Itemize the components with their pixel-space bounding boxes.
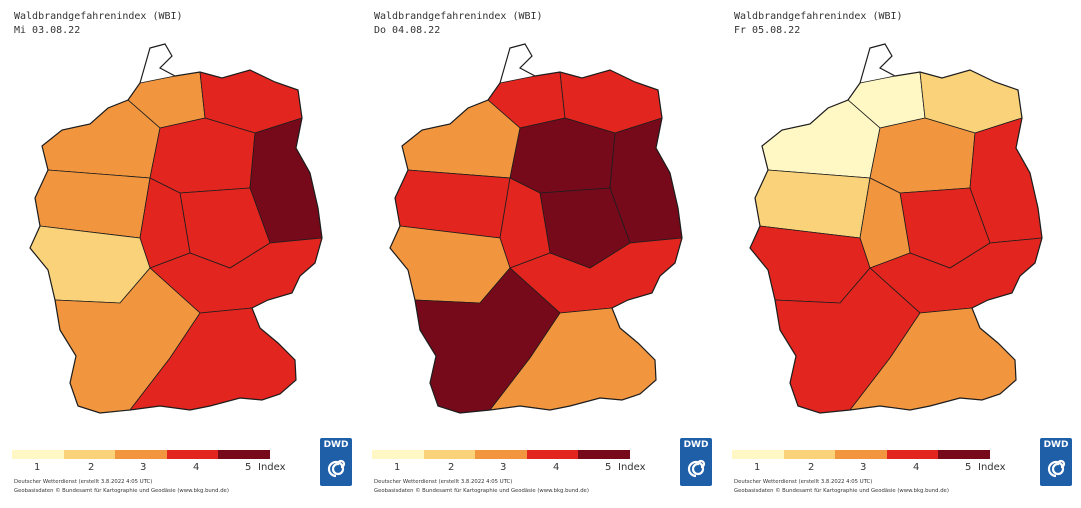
dwd-logo: DWD [680, 438, 712, 486]
legend-unit: Index [258, 462, 286, 473]
legend-swatch-3 [115, 450, 167, 459]
legend-swatch-5 [938, 450, 990, 459]
legend-tick-2: 2 [808, 462, 815, 473]
legend-color-bar [12, 450, 270, 459]
credits: Deutscher Wetterdienst (erstellt 3.8.202… [374, 478, 589, 496]
legend-swatch-4 [166, 450, 219, 459]
credit-line-1: Deutscher Wetterdienst (erstellt 3.8.202… [734, 479, 873, 485]
legend-swatch-4 [526, 450, 579, 459]
legend-swatch-1 [12, 450, 64, 459]
dwd-logo-text: DWD [683, 440, 709, 450]
color-legend: 1 2 3 4 5 Index [372, 450, 647, 480]
country-outline [29, 43, 323, 414]
credit-line-1: Deutscher Wetterdienst (erstellt 3.8.202… [374, 479, 513, 485]
panel-date: Do 04.08.22 [374, 25, 441, 36]
panel-date: Mi 03.08.22 [14, 25, 81, 36]
legend-swatch-3 [835, 450, 887, 459]
legend-tick-2: 2 [88, 462, 95, 473]
legend-swatch-2 [783, 450, 836, 459]
legend-swatch-5 [218, 450, 270, 459]
legend-ticks: 1 2 3 4 5 Index [12, 462, 287, 474]
map-region [869, 117, 976, 194]
legend-color-bar [372, 450, 630, 459]
legend-tick-3: 3 [140, 462, 147, 473]
legend-tick-3: 3 [500, 462, 507, 473]
panel-title-block: Waldbrandgefahrenindex (WBI) Fr 05.08.22 [734, 10, 903, 38]
panel-title-block: Waldbrandgefahrenindex (WBI) Mi 03.08.22 [14, 10, 183, 38]
germany-fire-index-map [749, 43, 1043, 414]
credit-line-1: Deutscher Wetterdienst (erstellt 3.8.202… [14, 479, 153, 485]
legend-tick-4: 4 [193, 462, 200, 473]
map-region [149, 117, 256, 194]
credit-line-2: Geobasisdaten © Bundesamt für Kartograph… [374, 488, 589, 494]
map-panel-1: Waldbrandgefahrenindex (WBI) Mi 03.08.22… [0, 0, 352, 508]
germany-fire-index-map [29, 43, 323, 414]
map-region [509, 117, 616, 194]
legend-tick-4: 4 [913, 462, 920, 473]
credits: Deutscher Wetterdienst (erstellt 3.8.202… [14, 478, 229, 496]
legend-tick-5: 5 [245, 462, 252, 473]
map-panel-3: Waldbrandgefahrenindex (WBI) Fr 05.08.22… [720, 0, 1072, 508]
credits: Deutscher Wetterdienst (erstellt 3.8.202… [734, 478, 949, 496]
legend-tick-1: 1 [754, 462, 761, 473]
legend-ticks: 1 2 3 4 5 Index [372, 462, 647, 474]
dwd-spiral-icon [687, 459, 706, 478]
legend-tick-1: 1 [34, 462, 41, 473]
panel-title-block: Waldbrandgefahrenindex (WBI) Do 04.08.22 [374, 10, 543, 38]
legend-swatch-1 [372, 450, 424, 459]
legend-unit: Index [978, 462, 1006, 473]
country-outline [749, 43, 1043, 414]
legend-swatch-2 [423, 450, 476, 459]
legend-swatch-2 [63, 450, 116, 459]
dwd-spiral-icon [327, 459, 346, 478]
dwd-logo-text: DWD [323, 440, 349, 450]
panel-title: Waldbrandgefahrenindex (WBI) [374, 11, 543, 22]
dwd-logo: DWD [1040, 438, 1072, 486]
panel-title: Waldbrandgefahrenindex (WBI) [14, 11, 183, 22]
germany-fire-index-map [389, 43, 683, 414]
dwd-logo: DWD [320, 438, 352, 486]
legend-tick-5: 5 [605, 462, 612, 473]
credit-line-2: Geobasisdaten © Bundesamt für Kartograph… [14, 488, 229, 494]
color-legend: 1 2 3 4 5 Index [732, 450, 1007, 480]
panel-date: Fr 05.08.22 [734, 25, 801, 36]
legend-tick-5: 5 [965, 462, 972, 473]
legend-swatch-5 [578, 450, 630, 459]
credit-line-2: Geobasisdaten © Bundesamt für Kartograph… [734, 488, 949, 494]
panel-title: Waldbrandgefahrenindex (WBI) [734, 11, 903, 22]
legend-tick-1: 1 [394, 462, 401, 473]
legend-tick-2: 2 [448, 462, 455, 473]
legend-color-bar [732, 450, 990, 459]
legend-swatch-3 [475, 450, 527, 459]
color-legend: 1 2 3 4 5 Index [12, 450, 287, 480]
legend-unit: Index [618, 462, 646, 473]
country-outline [389, 43, 683, 414]
map-panel-2: Waldbrandgefahrenindex (WBI) Do 04.08.22… [360, 0, 712, 508]
dwd-logo-text: DWD [1043, 440, 1069, 450]
legend-swatch-4 [886, 450, 939, 459]
legend-tick-3: 3 [860, 462, 867, 473]
dwd-spiral-icon [1047, 459, 1066, 478]
legend-ticks: 1 2 3 4 5 Index [732, 462, 1007, 474]
legend-tick-4: 4 [553, 462, 560, 473]
legend-swatch-1 [732, 450, 784, 459]
